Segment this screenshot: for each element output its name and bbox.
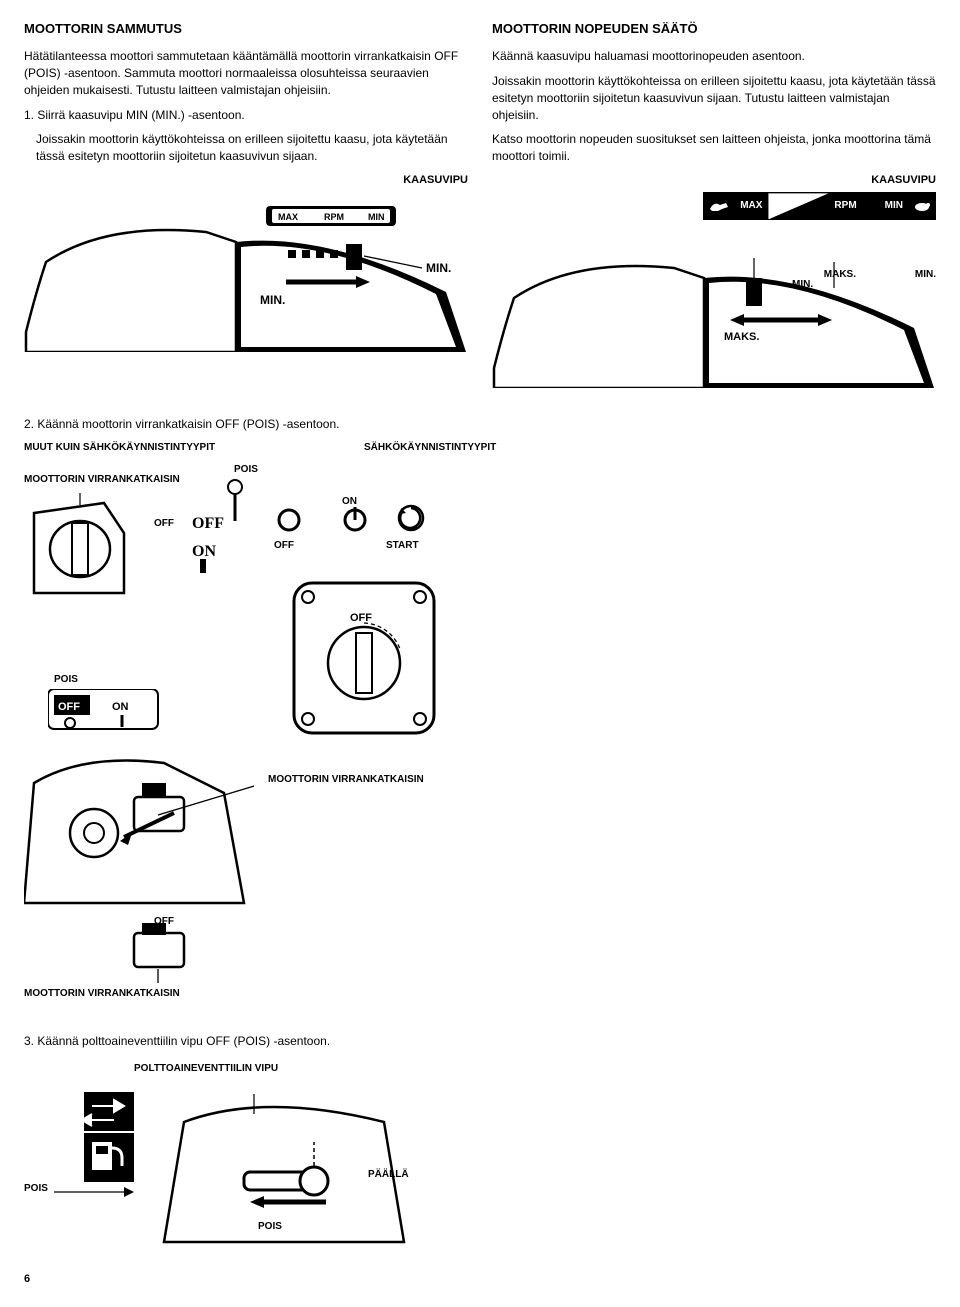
- fuel-valve-icon: [144, 1092, 464, 1252]
- key-switch-right-icon: OFF: [284, 573, 454, 743]
- valve-label: POLTTOAINEVENTTIILIN VIPU: [134, 1062, 284, 1076]
- switches-figure: MOOTTORIN VIRRANKATKAISIN POIS OFF OFF O…: [24, 463, 936, 1003]
- switch-label-1: MOOTTORIN VIRRANKATKAISIN: [24, 473, 180, 487]
- fig-min-outer: MIN.: [915, 268, 936, 282]
- right-heading: MOOTTORIN NOPEUDEN SÄÄTÖ: [492, 20, 936, 38]
- left-p2: Joissakin moottorin käyttökohteissa on e…: [36, 131, 468, 165]
- rabbit-icon: [708, 199, 730, 213]
- on-text: ON: [342, 495, 357, 509]
- switch-label-2: MOOTTORIN VIRRANKATKAISIN: [268, 773, 424, 787]
- engine-svg-left: MAX RPM MIN MIN. MIN.: [24, 192, 468, 352]
- kaasuvipu-label-right: KAASUVIPU: [492, 173, 936, 188]
- circle-off-icon: [274, 505, 304, 535]
- svg-text:RPM: RPM: [324, 212, 344, 222]
- rocker-icon: OFF ON: [48, 689, 168, 739]
- svg-text:ON: ON: [112, 701, 129, 713]
- pois-left-label: POIS: [24, 1182, 48, 1196]
- svg-text:MIN.: MIN.: [260, 293, 285, 307]
- svg-text:MIN: MIN: [368, 212, 385, 222]
- type-left-label: MUUT KUIN SÄHKÖKÄYNNISTINTYYPIT: [24, 441, 224, 455]
- off-bottom-label: OFF: [154, 915, 174, 929]
- pois-label-2: POIS: [54, 673, 78, 687]
- off-label-2: OFF: [274, 539, 294, 553]
- rpm-min: MIN: [879, 199, 909, 213]
- step2-line: 2. Käännä moottorin virrankatkaisin OFF …: [24, 416, 936, 433]
- fuel-legend-icon: [84, 1092, 134, 1182]
- right-p2: Joissakin moottorin käyttökohteissa on e…: [492, 73, 936, 123]
- type-right-label: SÄHKÖKÄYNNISTINTYYPIT: [364, 441, 496, 455]
- page-number: 6: [24, 1272, 936, 1287]
- off-label-1: OFF: [154, 517, 174, 531]
- right-p3: Katso moottorin nopeuden suositukset sen…: [492, 131, 936, 165]
- fig-maks-outer: MAKS.: [824, 268, 856, 282]
- off-glyph-1: OFF: [192, 513, 224, 535]
- start-icon: [394, 501, 428, 535]
- engine-block-icon: [24, 743, 254, 913]
- left-heading: MOOTTORIN SAMMUTUS: [24, 20, 468, 38]
- key-switch-left-icon: [24, 493, 154, 603]
- engine-svg-right: MAKS.: [492, 228, 936, 388]
- left-step1: 1. Siirrä kaasuvipu MIN (MIN.) -asentoon…: [24, 107, 468, 124]
- rpm-mid: RPM: [828, 199, 862, 213]
- pois-label-1: POIS: [234, 463, 258, 477]
- paalla-label: PÄÄLLÄ: [368, 1168, 409, 1182]
- pois-bottom-label: POIS: [258, 1220, 282, 1234]
- svg-text:MAX: MAX: [278, 212, 298, 222]
- fuel-valve-figure: POLTTOAINEVENTTIILIN VIPU POIS PÄ: [24, 1062, 936, 1252]
- left-p1: Hätätilanteessa moottori sammutetaan kää…: [24, 48, 468, 98]
- svg-text:OFF: OFF: [58, 701, 80, 713]
- bar-icon: [192, 559, 214, 573]
- right-engine-figure: MAKS. MIN. MAKS. MIN.: [492, 228, 936, 388]
- svg-text:OFF: OFF: [350, 612, 372, 624]
- rpm-max: MAX: [734, 199, 768, 213]
- rpm-indicator: MAX RPM MIN: [703, 192, 936, 220]
- switch-label-3: MOOTTORIN VIRRANKATKAISIN: [24, 987, 180, 1001]
- svg-text:MIN.: MIN.: [426, 261, 451, 275]
- turtle-icon: [913, 199, 931, 213]
- step3-line: 3. Käännä polttoaineventtiilin vipu OFF …: [24, 1033, 936, 1050]
- circle-on-icon: [340, 505, 370, 535]
- toggle-icon-top: [220, 477, 250, 527]
- kaasuvipu-label-left: KAASUVIPU: [24, 173, 468, 188]
- right-p1: Käännä kaasuvipu haluamasi moottorinopeu…: [492, 48, 936, 65]
- fig-min-inner: MIN.: [792, 278, 813, 292]
- pois-arrow-icon: [54, 1186, 144, 1206]
- start-label: START: [386, 539, 419, 553]
- off-switch-bottom-icon: [124, 923, 204, 983]
- left-engine-figure: MAX RPM MIN MIN. MIN.: [24, 192, 468, 352]
- svg-text:MAKS.: MAKS.: [724, 331, 759, 343]
